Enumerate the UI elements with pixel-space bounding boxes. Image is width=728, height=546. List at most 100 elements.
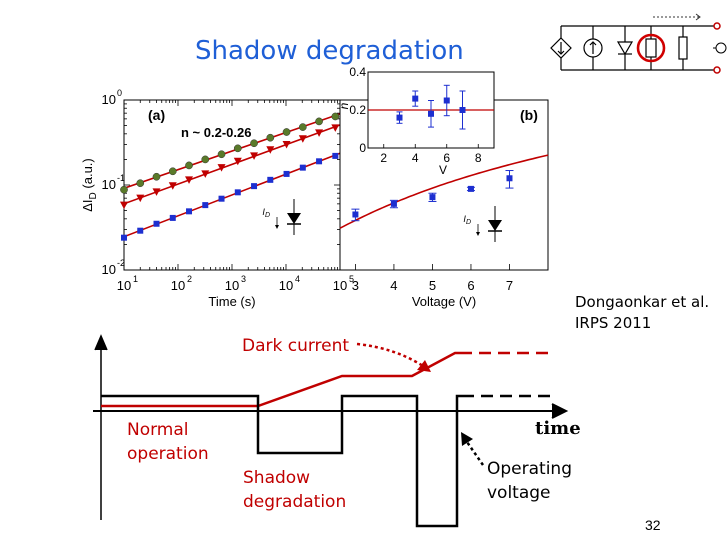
operating-voltage-callout-arrow: [461, 432, 485, 466]
panel-a-point: [316, 158, 323, 165]
inset-x-tick-label: 6: [443, 151, 450, 165]
panel-a-point: [169, 214, 176, 221]
timing-y-axis: [94, 334, 108, 520]
panel-a-point: [152, 172, 161, 181]
inset-x-tick-label: 2: [380, 151, 387, 165]
citation: Dongaonkar et al. IRPS 2011: [575, 292, 709, 334]
dark-current-trace: [101, 351, 460, 408]
circuit-schematic: [550, 13, 727, 74]
panel-a-point: [282, 140, 291, 149]
panel-a-x-tick-exp: 4: [295, 274, 300, 284]
shadow-degradation-label: Shadow degradation: [243, 466, 346, 514]
panel-a-point: [331, 112, 340, 121]
inset-x-tick-label: 4: [412, 151, 419, 165]
panel-a-point: [298, 123, 307, 131]
panel-a-point: [282, 128, 291, 136]
panel-a-point: [120, 185, 128, 194]
panel-a-point: [201, 170, 210, 178]
panel-a-point: [234, 189, 241, 196]
panel-a-point: [331, 124, 340, 132]
panel-a-point: [218, 195, 225, 202]
page-number: 32: [645, 517, 661, 533]
panel-a-point: [315, 129, 324, 137]
panel-a-point: [168, 167, 177, 176]
panel-a-annotation: n ~ 0.2-0.26: [181, 125, 251, 140]
panel-b-plot: 3 4 5 6 7 Voltage (V) (b) ID: [339, 99, 549, 309]
panel-a-point: [250, 152, 259, 160]
panel-a-diode-label-sub: D: [265, 212, 270, 219]
panel-a-y-tick-label: 10: [102, 177, 116, 192]
panel-a-xlabel: Time (s): [208, 294, 255, 309]
slide-title: Shadow degradation: [195, 36, 464, 66]
panel-a-point: [266, 146, 275, 154]
operating-label-line1: Operating: [487, 459, 572, 479]
panel-a-point: [186, 208, 193, 215]
panel-b-diode-current-arrowhead: [476, 232, 480, 236]
current-source-left-icon: [550, 37, 572, 59]
inset-point: [396, 114, 403, 121]
panel-b-x-tick-label: 7: [506, 278, 513, 293]
panel-a-ylabel-suffix: (a.u.): [80, 158, 95, 192]
panel-b-fit-curve: [339, 154, 549, 229]
panel-a-point: [137, 227, 144, 234]
timing-x-axis: [93, 403, 569, 419]
panel-a-point: [121, 234, 127, 241]
panel-a-x-tick-label: 10: [279, 278, 293, 293]
terminal-top: [713, 22, 721, 30]
panel-a-point: [168, 182, 177, 190]
inset-xlabel: V: [439, 163, 447, 177]
panel-b-point: [506, 175, 513, 182]
panel-a-point: [332, 152, 339, 159]
panel-a-point: [152, 188, 161, 196]
panel-a-point: [185, 176, 194, 184]
panel-b-label: (b): [520, 107, 538, 123]
panel-a-ylabel: ΔID (a.u.): [80, 158, 99, 212]
panel-a-label: (a): [148, 107, 165, 123]
operating-voltage-label: Operating voltage: [487, 457, 572, 505]
inset-plot: 2 4 6 8 0 0.2 0.4 Vn: [337, 65, 495, 177]
operating-label-line2: voltage: [487, 483, 551, 503]
panel-a-point: [136, 194, 145, 203]
normal-operation-label: Normal operation: [127, 418, 209, 466]
panel-a-point: [217, 150, 226, 159]
panel-a-point: [315, 117, 323, 126]
panel-b-x-tick-label: 4: [390, 278, 397, 293]
panel-b-xlabel: Voltage (V): [412, 294, 476, 309]
panel-a-diode-icon: [287, 213, 301, 224]
panel-a-x-tick-label: 10: [225, 278, 239, 293]
dark-current-label: Dark current: [242, 336, 350, 356]
citation-authors: Dongaonkar et al.: [575, 293, 710, 311]
panel-a-point: [251, 183, 258, 190]
panel-a-diode-label: ID: [262, 207, 270, 219]
voltmeter-icon: [713, 42, 727, 54]
dark-current-callout-arrow: [356, 342, 431, 372]
panel-a-y-tick-exp: 0: [117, 88, 122, 98]
panel-a-point: [153, 220, 160, 227]
panel-a-y-tick-exp: -2: [117, 258, 125, 268]
panel-a-point: [136, 179, 145, 188]
panel-b-x-tick-label: 3: [352, 278, 359, 293]
panel-a-point: [233, 157, 242, 166]
panel-a-ylabel-sub: D: [88, 192, 99, 199]
panel-b-diode-icon: [488, 220, 502, 231]
inset-point: [459, 107, 466, 113]
panel-a-point: [267, 176, 274, 183]
panel-a-x-tick-exp: 5: [349, 274, 354, 284]
time-axis-label: time: [535, 418, 581, 439]
inset-y-tick-label: 0.4: [349, 65, 366, 79]
panel-a-point: [201, 155, 210, 164]
panel-a-x-tick-exp: 3: [241, 274, 246, 284]
panel-b-diode-label: ID: [463, 214, 471, 226]
inset-y-tick-label: 0: [359, 141, 366, 155]
panel-a-x-tick-label: 10: [117, 278, 131, 293]
inset-x-tick-label: 8: [475, 151, 482, 165]
inset-point: [412, 95, 419, 102]
panel-a-point: [283, 170, 290, 177]
panel-b-diode-label-sub: D: [466, 219, 471, 226]
current-arrow-icon: [653, 13, 701, 21]
inset-point: [428, 110, 434, 117]
current-source-icon: [583, 38, 603, 58]
panel-b-point: [390, 200, 397, 207]
